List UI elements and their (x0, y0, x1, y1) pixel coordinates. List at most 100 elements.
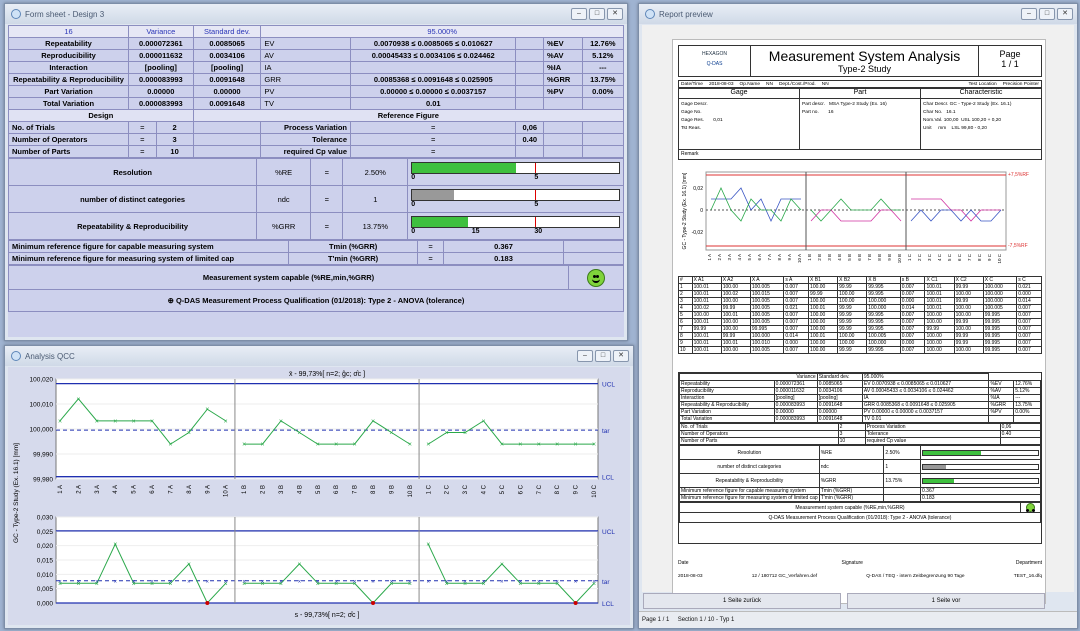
min-ref-symbol: T'min (%GRR) (287, 252, 419, 265)
equals-sign: = (310, 212, 344, 240)
y-tick-label: 0,020 (37, 543, 54, 550)
data-point: × (555, 442, 559, 449)
spacer (883, 494, 921, 502)
row-label: Interaction (8, 61, 129, 74)
center-marker: × (206, 579, 210, 585)
confidence-interval: 0.01 (349, 97, 517, 110)
report-footer: 2018-08-03 12 / 180712 GC_Verfahren.def … (678, 574, 1042, 579)
indicator-bar (411, 215, 620, 228)
data-point: × (187, 561, 191, 568)
run-x-tick: 4 C (937, 253, 942, 261)
form-sheet-window[interactable]: Form sheet - Design 3 – □ ✕ 16 Variance St… (4, 3, 628, 341)
table-cell: 100.00 (808, 325, 839, 333)
maximize-icon[interactable]: □ (589, 8, 605, 20)
series-line (428, 420, 594, 445)
data-point: × (224, 581, 228, 588)
table-cell: 99.995 (866, 283, 901, 291)
table-cell: 0.007 (1016, 339, 1042, 347)
percent-value: 12.76% (581, 37, 625, 50)
table-cell: 100.000 (866, 339, 901, 347)
col-header: s C (1016, 276, 1042, 284)
data-point: × (132, 581, 136, 588)
design-row: Number of Operators = 3 Tolerance = 0.40 (8, 133, 625, 146)
maximize-icon[interactable]: □ (595, 350, 611, 362)
data-point: × (371, 418, 375, 425)
design-row: Number of Parts = 10 required Cp value = (8, 145, 625, 158)
close-icon[interactable]: ✕ (1057, 8, 1073, 20)
mini-bar (922, 463, 1039, 470)
percent-value: --- (581, 61, 625, 74)
report-preview-window[interactable]: Report preview – □ ✕ HEXAGON Q-DAS Measure… (638, 3, 1078, 629)
maximize-icon[interactable]: □ (1039, 8, 1055, 20)
data-point: × (205, 407, 209, 414)
confidence-interval: 0.00045433 ≤ 0.0034106 ≤ 0.024462 (349, 49, 517, 62)
table-cell: 0.007 (1016, 332, 1042, 340)
table-cell: 100.00 (720, 346, 751, 354)
table-cell: 0.000 (899, 297, 926, 305)
minimize-icon[interactable]: – (577, 350, 593, 362)
table-cell: 1 (678, 283, 693, 291)
mini-sd: 0.00000 (816, 408, 863, 416)
mini-pv (1013, 415, 1041, 423)
table-cell: 99.995 (866, 318, 901, 326)
form-sheet-titlebar[interactable]: Form sheet - Design 3 (5, 4, 627, 24)
close-icon[interactable]: ✕ (607, 8, 623, 20)
data-point: × (76, 581, 80, 588)
tick-label: 0 (411, 227, 416, 235)
mini-sd: [pooling] (816, 394, 863, 402)
center-marker: × (500, 579, 504, 585)
data-point: × (537, 581, 541, 588)
table-cell: 100.00 (808, 346, 839, 354)
x-tick-label: 10 B (408, 485, 414, 497)
table-cell: 99.995 (866, 325, 901, 333)
minimize-icon[interactable]: – (571, 8, 587, 20)
table-cell: 100.000 (749, 332, 785, 340)
run-x-tick: 9 A (787, 254, 792, 261)
report-titlebar[interactable]: Report preview (639, 4, 1077, 24)
run-x-tick: 7 B (867, 254, 872, 261)
run-x-tick: 4 B (837, 254, 842, 261)
mini-pct: %AV (988, 387, 1015, 395)
table-cell: 0.007 (899, 325, 926, 333)
variance-value: [pooling] (128, 61, 194, 74)
close-icon[interactable]: ✕ (613, 350, 629, 362)
equals-sign: = (349, 121, 517, 134)
data-point: × (445, 430, 449, 437)
table-cell: 99.99 (837, 325, 868, 333)
table-cell: 100.005 (749, 311, 785, 319)
indicator-table: Resolution %RE = 2.50% 0 5 number of distinct … (7, 158, 624, 240)
data-point: × (316, 442, 320, 449)
meta-item: Date/Time (681, 82, 703, 87)
table-cell: 99.995 (866, 346, 901, 354)
part-descr-label: Part descr. (802, 102, 825, 107)
analysis-qcc-window[interactable]: Analysis QCC – □ ✕ x̄ - 99,73%[ n=2; ĝc; σ… (4, 345, 634, 629)
mini-design-label: Number of Operators (679, 430, 839, 438)
table-cell: 100.00 (720, 283, 751, 291)
mini-ref-value (999, 437, 1041, 445)
center-marker: × (316, 579, 320, 585)
table-cell: 0.007 (1016, 346, 1042, 354)
min-ref-label: Minimum reference figure for measuring s… (8, 252, 289, 265)
department-label: Department (1015, 560, 1042, 566)
minimize-icon[interactable]: – (1021, 8, 1037, 20)
col-header: X C1 (924, 276, 955, 284)
analysis-titlebar[interactable]: Analysis QCC (5, 346, 633, 366)
meta-item: Op.Name (739, 82, 761, 87)
x-tick-label: 10 A (224, 485, 230, 497)
data-point: × (279, 581, 283, 588)
chart-title: x̄ - 99,73%[ n=2; ĝc; σ̂c ] (289, 371, 365, 378)
x-tick-label: 6 B (334, 485, 340, 494)
limit-marker (535, 162, 537, 173)
page-forward-button[interactable]: 1 Seite vor (847, 593, 1045, 609)
report-body[interactable]: HEXAGON Q-DAS Measurement System Analysi… (642, 25, 1074, 604)
page-back-button[interactable]: 1 Seite zurück (643, 593, 841, 609)
logo-sub: Q-DAS (706, 61, 723, 67)
x-tick-label: 3 B (279, 485, 285, 494)
variance-value: 0.000011632 (128, 49, 194, 62)
table-cell: 100.01 (808, 304, 839, 312)
table-cell: 100.00 (953, 290, 984, 298)
indicator-bar-cell: 0 15 30 (407, 212, 624, 240)
equals-sign: = (417, 252, 444, 265)
lsl-dev: - 0,20 (974, 126, 987, 131)
reference-value (515, 145, 544, 158)
